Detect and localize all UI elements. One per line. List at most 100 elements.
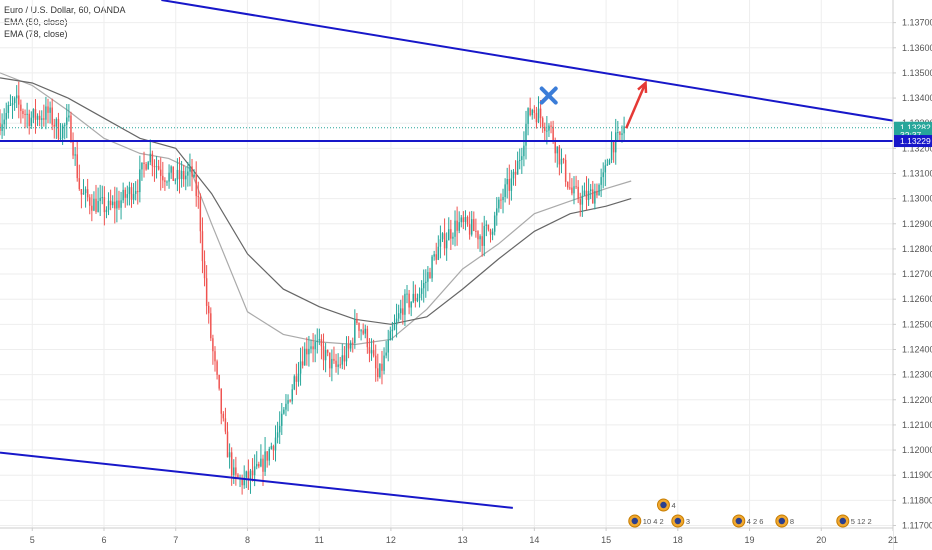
price-tick-label: 1.12800 xyxy=(902,244,932,254)
candle-body xyxy=(333,358,335,361)
candle-body xyxy=(45,106,47,120)
candle-body xyxy=(285,403,287,410)
candle-body xyxy=(118,200,120,208)
price-tick-label: 1.13200 xyxy=(902,143,932,153)
candle-body xyxy=(441,233,444,240)
time-axis[interactable]: 5 6 7 8 11 12 13 14 15 18 19 20 21 xyxy=(0,527,898,550)
candle-body xyxy=(235,467,237,475)
candle-body xyxy=(41,118,43,120)
candle-body xyxy=(397,313,400,319)
candle-body xyxy=(608,160,611,165)
cross-mark xyxy=(539,86,558,105)
candle-body xyxy=(228,452,231,458)
candle-body xyxy=(172,166,174,181)
candle-body xyxy=(598,184,600,196)
candle-body xyxy=(24,113,26,115)
candle-body xyxy=(341,355,344,365)
time-tick-label: 11 xyxy=(315,535,324,545)
candle-body xyxy=(452,236,454,239)
candle-body xyxy=(68,115,70,118)
candle-body xyxy=(604,165,607,173)
price-tick-label: 1.11800 xyxy=(902,495,932,505)
candle-body xyxy=(368,347,371,354)
candle-body xyxy=(560,158,563,165)
candle-body xyxy=(320,339,323,347)
time-tick-label: 19 xyxy=(745,535,755,545)
candle-body xyxy=(111,201,114,206)
price-tick-label: 1.13400 xyxy=(902,93,932,103)
candle-body xyxy=(139,169,141,193)
candle-body xyxy=(408,293,410,308)
candle-body xyxy=(337,364,339,367)
candle-body xyxy=(30,117,33,127)
candle-body xyxy=(191,166,193,177)
price-axis[interactable]: 1.137001.136001.135001.134001.133001.132… xyxy=(892,0,932,550)
chart-legend: Euro / U.S. Dollar, 60, OANDA EMA (50, c… xyxy=(4,4,126,40)
candle-body xyxy=(366,328,369,348)
candle-body xyxy=(304,348,306,366)
candle-body xyxy=(310,346,312,349)
candle-body xyxy=(400,308,402,314)
candle-body xyxy=(466,216,469,225)
candle-body xyxy=(159,169,162,176)
candle-body xyxy=(623,126,625,134)
candle-body xyxy=(514,171,517,175)
candle-body xyxy=(174,179,177,181)
grid xyxy=(0,0,894,528)
candle-body xyxy=(521,156,523,160)
candle-body xyxy=(533,109,536,113)
candle-body xyxy=(385,352,387,356)
candle-body xyxy=(402,308,404,315)
candle-body xyxy=(251,470,254,476)
candle-body xyxy=(600,177,602,185)
candle-body xyxy=(339,364,341,366)
price-tick-label: 1.12700 xyxy=(902,269,932,279)
candle-body xyxy=(216,361,218,375)
price-tick-label: 1.13500 xyxy=(902,68,932,78)
candle-body xyxy=(498,199,500,209)
candle-body xyxy=(531,109,533,116)
candle-body xyxy=(506,179,508,185)
candle-body xyxy=(166,181,168,183)
candle-body xyxy=(552,126,554,141)
candle-body xyxy=(15,95,18,99)
candle-body xyxy=(9,104,12,106)
candle-body xyxy=(189,166,191,172)
candle-body xyxy=(176,169,179,180)
candle-body xyxy=(481,236,483,246)
candle-body xyxy=(91,205,93,211)
candle-body xyxy=(379,363,381,378)
candle-body xyxy=(596,191,598,196)
event-count-label: 10 4 2 xyxy=(643,517,664,526)
candle-body xyxy=(95,198,97,212)
candle-body xyxy=(502,197,504,201)
candle-body xyxy=(619,132,621,135)
price-axis-bg xyxy=(893,0,932,550)
price-tick-label: 1.12100 xyxy=(902,420,932,430)
candle-body xyxy=(301,361,304,366)
candle-body xyxy=(99,197,101,202)
candle-body xyxy=(491,231,494,235)
candle-body xyxy=(143,162,145,165)
candle-body xyxy=(592,189,594,204)
candle-body xyxy=(97,201,99,212)
candle-body xyxy=(201,231,204,262)
candle-body xyxy=(241,477,243,486)
candle-body xyxy=(293,376,296,390)
candle-body xyxy=(556,146,559,154)
candle-body xyxy=(577,186,579,199)
candle-body xyxy=(93,198,95,211)
candle-body xyxy=(226,431,229,458)
event-flag-center xyxy=(839,517,846,525)
candle-body xyxy=(617,132,619,134)
candle-body xyxy=(116,200,118,209)
candle-body xyxy=(518,159,521,161)
event-count-label: 3 xyxy=(686,517,690,526)
candle-body xyxy=(63,124,66,126)
candle-body xyxy=(128,187,131,195)
price-tick-label: 1.12500 xyxy=(902,319,932,329)
candle-body xyxy=(260,458,262,467)
candle-body xyxy=(245,471,248,478)
candle-body xyxy=(151,153,154,167)
